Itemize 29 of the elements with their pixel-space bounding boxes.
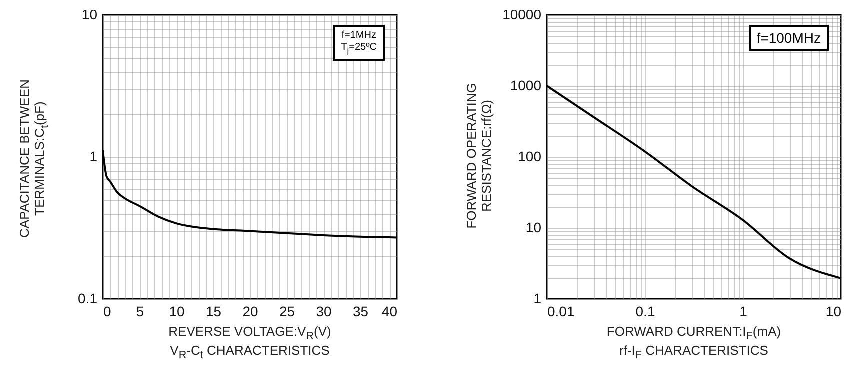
x-tick-label: 0 [104,304,112,320]
text: rf-I$_{F}$ CHARACTERISTICS [618,342,770,362]
x-tick-label: 25 [279,304,296,320]
annotation: T$_{j}$=25ºC [341,42,377,56]
y-tick-label: 10000 [502,6,542,22]
y-tick-label: 10 [526,220,542,236]
x-axis-title: FORWARD CURRENT:I$_{F}$(mA) [606,324,782,344]
y-tick-label: 1000 [510,78,542,94]
x-tick-label: 10 [169,304,185,320]
y-tick-label: 0.1 [78,290,98,306]
x-tick-label: 5 [136,304,144,320]
y-tick-label: 1 [90,148,98,164]
x-tick-label: 15 [206,304,222,320]
x-tick-label: 10 [826,304,842,320]
x-tick-label: 40 [382,304,398,320]
x-tick-label: 35 [352,304,369,320]
annotation: f=1MHz [341,30,377,42]
x-tick-label: 0.1 [636,304,656,320]
x-tick-label: 1 [740,304,748,320]
y-tick-label: 10 [82,6,98,22]
y-axis-title: FORWARD OPERATING RESISTANCE:rf(Ω) [464,82,494,231]
x-tick-label: 20 [242,304,258,320]
y-tick-label: 1 [534,290,542,306]
x-tick-label: 0.01 [548,304,575,320]
x-tick-label: 30 [316,304,332,320]
x-axis-title: REVERSE VOLTAGE:V$_{R}$(V) [168,324,332,344]
text: V$_{R}$-C$_{t}$ CHARACTERISTICS [169,342,331,362]
annotation: f=100MHz [756,30,821,46]
y-tick-label: 100 [518,148,542,164]
